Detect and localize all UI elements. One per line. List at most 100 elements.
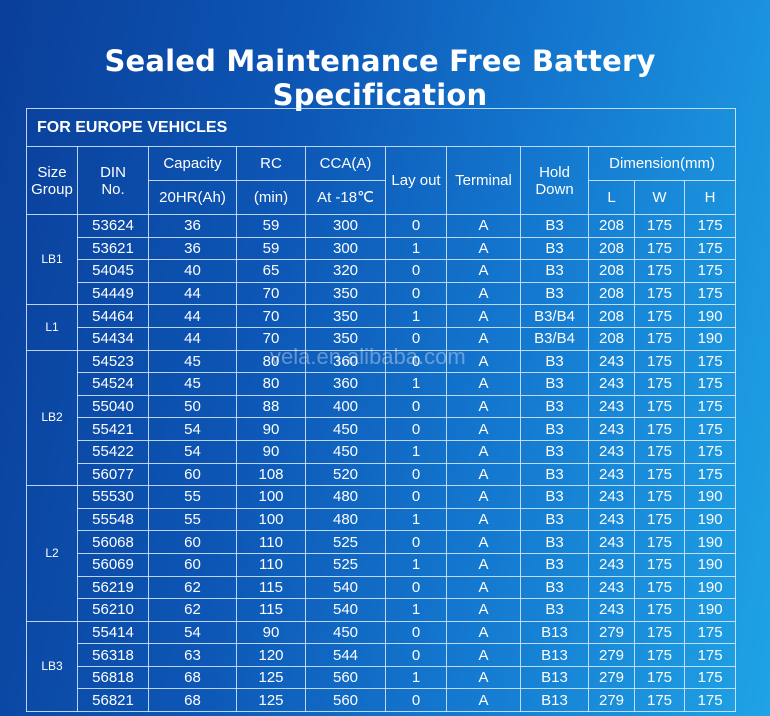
data-cell: 0 <box>385 417 447 441</box>
data-cell: 100 <box>236 507 306 532</box>
data-cell: 175 <box>634 304 685 328</box>
data-cell: 190 <box>683 598 737 622</box>
data-cell: 175 <box>683 259 737 283</box>
data-cell: 80 <box>236 372 306 396</box>
data-cell: 56210 <box>77 598 149 622</box>
data-cell: B3 <box>520 349 589 374</box>
data-cell: 36 <box>148 236 237 261</box>
data-row: 56821 68 125 560 0 A B13 279 175 175 <box>27 688 737 713</box>
data-cell: B3 <box>520 598 589 622</box>
data-cell: A <box>446 665 521 690</box>
group-cell: L1 <box>26 304 78 351</box>
data-cell: 0 <box>385 394 447 419</box>
data-cell: B3 <box>520 485 589 509</box>
header-cell: Dimension(mm) <box>587 146 737 181</box>
data-cell: 175 <box>634 665 685 690</box>
data-cell: 175 <box>683 688 737 713</box>
data-cell: A <box>446 643 521 667</box>
data-cell: 55422 <box>77 439 149 464</box>
data-cell: 70 <box>236 326 306 351</box>
data-cell: 243 <box>588 507 635 532</box>
data-cell: 175 <box>634 643 685 667</box>
data-cell: 360 <box>305 349 386 374</box>
data-cell: 0 <box>385 349 447 374</box>
header-row: 20HR(Ah) (min) At -18℃ L W H <box>27 180 737 215</box>
header-text: DIN No. <box>100 163 126 198</box>
data-cell: A <box>446 530 521 554</box>
data-cell: 243 <box>588 349 635 374</box>
data-cell: 175 <box>683 349 737 374</box>
data-cell: 175 <box>683 236 737 261</box>
data-cell: 62 <box>148 598 237 622</box>
data-cell: 175 <box>634 326 685 351</box>
data-cell: 59 <box>236 214 306 238</box>
data-cell: 175 <box>634 349 685 374</box>
data-cell: 56069 <box>77 552 149 577</box>
data-cell: 525 <box>305 552 386 577</box>
data-cell: 175 <box>683 439 737 464</box>
data-cell: 53621 <box>77 236 149 261</box>
section-title: FOR EUROPE VEHICLES <box>25 108 737 147</box>
data-cell: 0 <box>385 259 447 283</box>
data-cell: 62 <box>148 575 237 600</box>
data-cell: A <box>446 575 521 600</box>
data-cell: 54 <box>148 417 237 441</box>
data-cell: 70 <box>236 281 306 306</box>
data-cell: 175 <box>683 462 737 487</box>
header-cell: (min) <box>236 180 306 215</box>
header-cell: CCA(A) <box>305 146 386 181</box>
data-cell: 350 <box>305 326 386 351</box>
data-cell: 120 <box>236 643 306 667</box>
data-cell: 540 <box>305 598 386 622</box>
data-cell: 190 <box>683 326 737 351</box>
data-cell: 55421 <box>77 417 149 441</box>
data-cell: 175 <box>634 575 685 600</box>
data-cell: 80 <box>236 349 306 374</box>
data-cell: 540 <box>305 575 386 600</box>
data-cell: 279 <box>588 665 635 690</box>
data-cell: 1 <box>385 598 447 622</box>
data-cell: 54045 <box>77 259 149 283</box>
data-cell: 0 <box>385 326 447 351</box>
data-cell: A <box>446 688 521 713</box>
data-cell: 56077 <box>77 462 149 487</box>
header-cell: At -18℃ <box>305 180 386 215</box>
data-cell: 175 <box>634 462 685 487</box>
data-cell: 175 <box>634 372 685 396</box>
data-cell: 400 <box>305 394 386 419</box>
data-cell: 125 <box>236 688 306 713</box>
header-cell: 20HR(Ah) <box>148 180 237 215</box>
data-cell: 279 <box>588 643 635 667</box>
data-cell: 243 <box>588 462 635 487</box>
data-cell: 0 <box>385 485 447 509</box>
data-cell: 60 <box>148 552 237 577</box>
section-row: FOR EUROPE VEHICLES <box>25 108 737 147</box>
data-cell: A <box>446 326 521 351</box>
data-cell: B3 <box>520 552 589 577</box>
data-cell: 90 <box>236 620 306 645</box>
data-cell: 243 <box>588 394 635 419</box>
data-row: LB2 54523 45 80 360 0 A B3 243 175 175 <box>26 349 737 487</box>
data-cell: 45 <box>148 349 237 374</box>
data-row: 56219 62 115 540 0 A B3 243 175 190 <box>27 575 737 600</box>
data-row: L2 55530 55 100 480 0 A B3 243 175 190 <box>26 485 737 622</box>
data-cell: 175 <box>634 688 685 713</box>
data-cell: B3 <box>520 417 589 441</box>
data-cell: A <box>446 598 521 622</box>
data-cell: 544 <box>305 643 386 667</box>
data-cell: A <box>446 462 521 487</box>
data-cell: 175 <box>634 259 685 283</box>
table-body: FOR EUROPE VEHICLES Size Group DIN No. C… <box>25 108 737 713</box>
data-cell: 53624 <box>77 214 149 238</box>
data-cell: 175 <box>683 214 737 238</box>
data-row: 56318 63 120 544 0 A B13 279 175 175 <box>27 643 737 667</box>
data-cell: B3 <box>520 372 589 396</box>
data-cell: 54 <box>148 620 237 645</box>
data-cell: 115 <box>236 575 306 600</box>
data-cell: 0 <box>385 530 447 554</box>
data-cell: 100 <box>236 485 306 509</box>
data-cell: A <box>446 259 521 283</box>
data-cell: B3 <box>520 394 589 419</box>
data-cell: 56821 <box>77 688 149 713</box>
data-cell: 90 <box>236 417 306 441</box>
